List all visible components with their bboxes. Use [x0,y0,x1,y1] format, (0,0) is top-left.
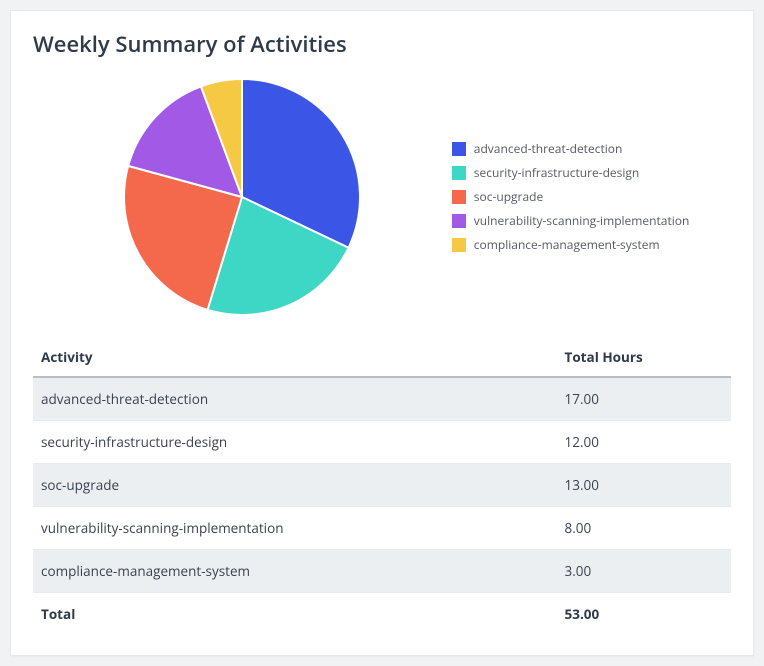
table-row: security-infrastructure-design12.00 [33,421,731,464]
cell-activity: security-infrastructure-design [33,421,557,464]
chart-row: advanced-threat-detection security-infras… [33,71,731,322]
legend-label: security-infrastructure-design [474,164,640,181]
legend-item-0: advanced-threat-detection [452,140,731,157]
legend-item-1: security-infrastructure-design [452,164,731,181]
chart-legend: advanced-threat-detection security-infras… [452,140,731,253]
legend-swatch [452,190,466,204]
pie-chart [122,77,362,317]
table-row: soc-upgrade13.00 [33,464,731,507]
cell-hours: 17.00 [557,377,732,421]
total-hours: 53.00 [557,593,732,636]
cell-hours: 12.00 [557,421,732,464]
pie-chart-wrap [33,77,452,317]
legend-item-3: vulnerability-scanning-implementation [452,212,731,229]
legend-label: advanced-threat-detection [474,140,623,157]
legend-item-2: soc-upgrade [452,188,731,205]
summary-card: Weekly Summary of Activities advanced-th… [10,10,754,656]
cell-activity: soc-upgrade [33,464,557,507]
legend-label: vulnerability-scanning-implementation [474,212,690,229]
cell-hours: 8.00 [557,507,732,550]
cell-activity: advanced-threat-detection [33,377,557,421]
card-title: Weekly Summary of Activities [33,29,731,59]
legend-swatch [452,142,466,156]
table-header-row: Activity Total Hours [33,338,731,377]
cell-activity: vulnerability-scanning-implementation [33,507,557,550]
legend-swatch [452,238,466,252]
legend-label: compliance-management-system [474,236,660,253]
legend-swatch [452,166,466,180]
cell-activity: compliance-management-system [33,550,557,593]
col-header-activity: Activity [33,338,557,377]
legend-label: soc-upgrade [474,188,543,205]
total-label: Total [33,593,557,636]
table-row: compliance-management-system3.00 [33,550,731,593]
table-row: vulnerability-scanning-implementation8.0… [33,507,731,550]
table-row: advanced-threat-detection17.00 [33,377,731,421]
col-header-hours: Total Hours [557,338,732,377]
legend-swatch [452,214,466,228]
legend-item-4: compliance-management-system [452,236,731,253]
activity-table: Activity Total Hours advanced-threat-det… [33,338,731,635]
table-total-row: Total 53.00 [33,593,731,636]
cell-hours: 13.00 [557,464,732,507]
cell-hours: 3.00 [557,550,732,593]
